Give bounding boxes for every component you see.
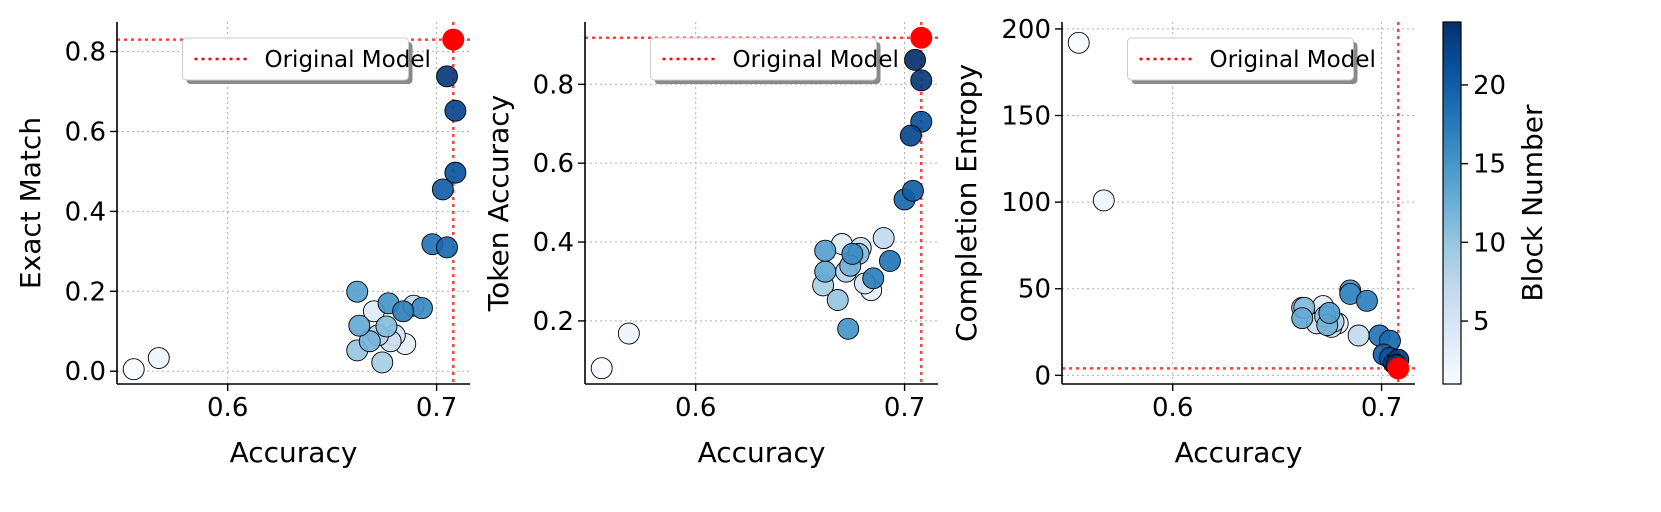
legend-box [1127,37,1354,81]
data-point [358,330,381,353]
data-point [617,322,640,345]
data-point [444,161,467,184]
colorbar-tick-label: 15 [1473,150,1506,180]
x-tick-label: 0.6 [1152,393,1193,423]
legend-box [182,37,409,81]
y-tick-label: 50 [1018,275,1051,305]
data-point [1291,307,1314,330]
y-tick-label: 0.8 [533,70,574,100]
y-tick-label: 0.6 [65,117,106,147]
x-axis-label: Accuracy [1175,436,1303,469]
colorbar-label: Block Number [1516,104,1549,302]
data-point [346,280,369,303]
data-point [901,179,924,202]
legend: Original Model [1127,37,1376,84]
legend-box [650,37,877,81]
reference-point [442,28,465,51]
data-point [147,347,170,369]
data-point [348,314,371,337]
data-point [862,267,885,290]
y-tick-label: 0 [1034,361,1051,391]
y-tick-label: 0.2 [533,307,574,337]
data-point [411,297,433,320]
y-tick-label: 0.8 [65,38,106,68]
data-point [1347,324,1370,347]
data-point [436,65,458,88]
y-axis-label: Exact Match [14,117,47,289]
data-point [122,358,145,381]
legend-label: Original Model [1210,47,1376,73]
y-tick-label: 0.4 [65,197,106,227]
legend-label: Original Model [265,47,431,73]
y-tick-label: 0.6 [533,149,574,179]
data-point [904,48,926,71]
data-point [392,300,415,323]
panel-1: 0.6 0.7 0.0 0.2 0.4 0.6 0.8 Accuracy Exact Match… [14,22,470,469]
y-tick-label: 0.4 [533,228,574,258]
y-tick-label: 0.0 [65,357,106,387]
reference-point [910,26,933,49]
data-point [431,178,454,201]
data-point [444,99,467,122]
data-point [910,69,933,92]
data-point [1092,189,1115,212]
data-point [899,124,922,147]
colorbar: 5 10 15 20 Block Number [1442,21,1549,385]
data-point [1067,31,1090,54]
y-tick-label: 150 [1001,102,1051,132]
colorbar-tick-label: 5 [1473,307,1490,337]
y-tick-label: 100 [1001,188,1051,218]
x-axis-label: Accuracy [230,436,358,469]
colorbar-tick-label: 20 [1473,71,1506,101]
data-point [1318,302,1341,324]
legend: Original Model [182,37,431,84]
x-tick-label: 0.6 [675,393,716,423]
y-tick-label: 0.2 [65,277,106,307]
data-point [375,315,398,338]
y-axis-label: Token Accuracy [482,95,515,312]
x-tick-label: 0.7 [884,393,925,423]
y-axis-label: Completion Entropy [950,64,983,342]
data-point [371,351,394,374]
y-tick-label: 200 [1001,15,1051,45]
x-tick-label: 0.7 [1361,393,1402,423]
x-axis-label: Accuracy [698,436,826,469]
data-point [436,236,458,259]
legend-label: Original Model [733,47,899,73]
colorbar-tick-label: 10 [1473,228,1506,258]
panel-2: 0.6 0.7 0.2 0.4 0.6 0.8 Accuracy Token Accuracy… [482,22,938,469]
data-point [1356,289,1378,312]
data-point [841,242,864,265]
x-tick-label: 0.6 [207,393,248,423]
legend: Original Model [650,37,899,84]
data-point [872,227,895,250]
reference-point [1387,357,1410,380]
x-tick-label: 0.7 [416,393,457,423]
data-point [814,260,837,283]
data-point [826,289,849,311]
data-point [590,357,613,380]
panel-3: 0.6 0.7 0 50 100 150 200 Accuracy Completion Ent… [950,15,1415,469]
data-point [837,317,860,340]
colorbar-gradient [1442,21,1462,385]
data-point [879,250,901,272]
data-point [814,239,837,262]
